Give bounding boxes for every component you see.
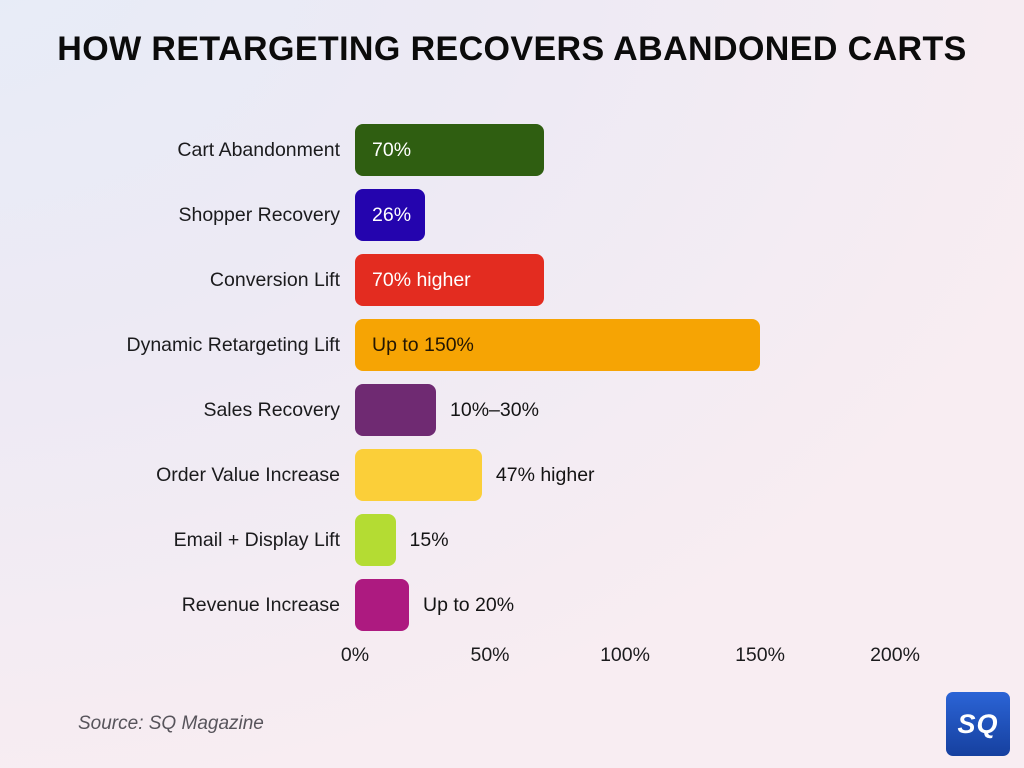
bar: 26% [355, 189, 426, 241]
bar: 70% [355, 124, 544, 176]
value-label: 15% [409, 528, 449, 551]
category-label: Revenue Increase [181, 593, 340, 616]
chart-row: Sales Recovery 10%–30% [0, 384, 1024, 436]
bar [355, 514, 396, 566]
bar: Up to 150% [355, 319, 760, 371]
chart-row: Revenue Increase Up to 20% [0, 579, 1024, 631]
bar-track: 47% higher [355, 449, 1024, 501]
category-label: Cart Abandonment [177, 138, 340, 161]
chart-row: Dynamic Retargeting Lift Up to 150% [0, 319, 1024, 371]
axis-tick-label: 150% [735, 644, 785, 666]
bar-track: 70% higher [355, 254, 1024, 306]
sq-logo-text: SQ [957, 708, 999, 739]
axis-tick-label: 200% [870, 644, 920, 666]
bar [355, 579, 409, 631]
bar-track: 26% [355, 189, 1024, 241]
category-label: Email + Display Lift [173, 528, 340, 551]
chart-row: Email + Display Lift 15% [0, 514, 1024, 566]
chart-row: Conversion Lift 70% higher [0, 254, 1024, 306]
axis-tick-label: 50% [470, 644, 510, 666]
bar [355, 384, 436, 436]
value-label: 70% [372, 138, 412, 161]
category-label: Dynamic Retargeting Lift [126, 333, 340, 356]
category-label: Conversion Lift [209, 268, 340, 291]
axis-tick-label: 100% [600, 644, 650, 666]
bar-track: Up to 20% [355, 579, 1024, 631]
value-label: 70% higher [372, 268, 471, 291]
value-label: Up to 20% [423, 593, 515, 616]
bar-track: Up to 150% [355, 319, 1024, 371]
x-axis: 0% 50% 100% 150% 200% [341, 644, 920, 672]
value-label: 47% higher [495, 463, 595, 486]
chart-rows: Cart Abandonment 70% Shopper Recovery 26% Co… [0, 124, 1024, 631]
chart-row: Cart Abandonment 70% [0, 124, 1024, 176]
bar [355, 449, 482, 501]
bar-track: 10%–30% [355, 384, 1024, 436]
bar: 70% higher [355, 254, 544, 306]
bar-track: 70% [355, 124, 1024, 176]
page-title: HOW RETARGETING RECOVERS ABANDONED CARTS [57, 30, 967, 68]
axis-tick-label: 0% [340, 644, 370, 666]
category-label: Sales Recovery [203, 398, 340, 421]
bar-chart: Cart Abandonment 70% Shopper Recovery 26% Co… [0, 124, 1024, 672]
category-label: Order Value Increase [156, 463, 340, 486]
source-text: Source: SQ Magazine [78, 713, 264, 734]
value-label: Up to 150% [372, 333, 474, 356]
sq-logo: SQ [946, 692, 1010, 756]
value-label: 26% [372, 203, 412, 226]
value-label: 10%–30% [450, 398, 539, 421]
category-label: Shopper Recovery [178, 203, 340, 226]
bar-track: 15% [355, 514, 1024, 566]
chart-row: Shopper Recovery 26% [0, 189, 1024, 241]
chart-row: Order Value Increase 47% higher [0, 449, 1024, 501]
